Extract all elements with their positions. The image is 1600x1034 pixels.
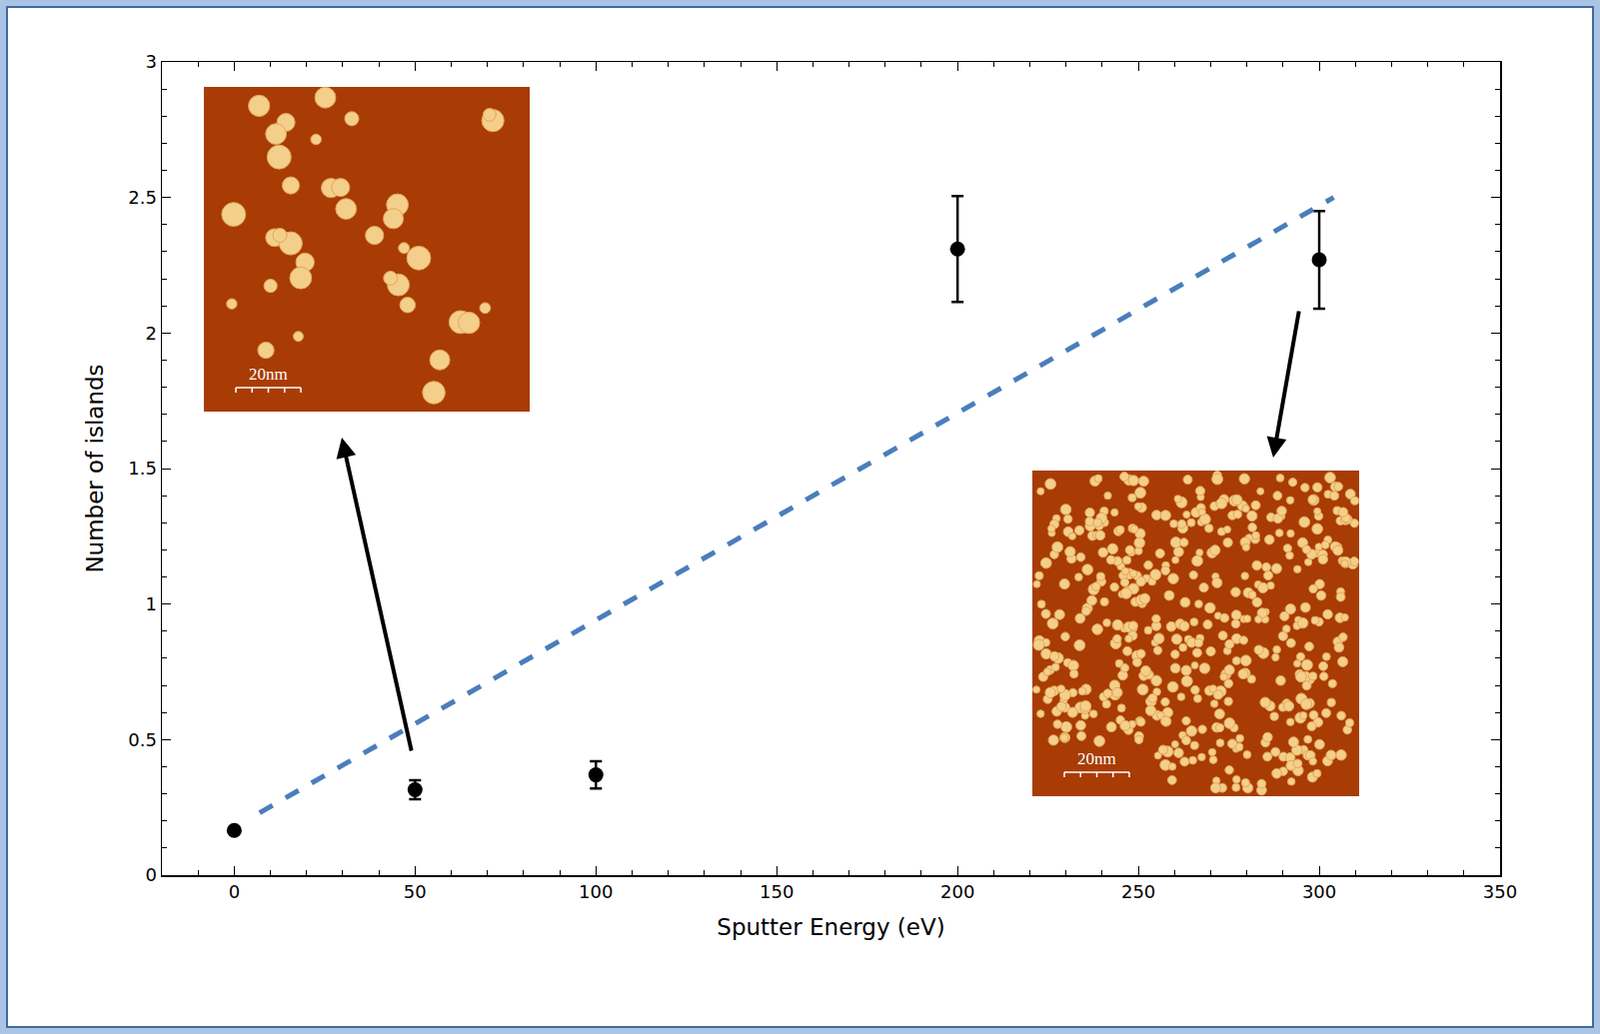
svg-text:2: 2 <box>144 322 156 344</box>
svg-text:1: 1 <box>144 593 156 615</box>
svg-text:20nm: 20nm <box>1077 749 1117 769</box>
svg-text:20nm: 20nm <box>248 364 288 384</box>
svg-text:Number of islands: Number of islands <box>81 363 108 573</box>
svg-text:300: 300 <box>1302 881 1337 903</box>
svg-text:250: 250 <box>1121 881 1156 903</box>
svg-text:0.5: 0.5 <box>127 729 157 751</box>
svg-text:150: 150 <box>759 881 794 903</box>
svg-text:200: 200 <box>940 881 975 903</box>
svg-text:1.5: 1.5 <box>127 457 157 479</box>
svg-text:Sputter Energy (eV): Sputter Energy (eV) <box>716 914 945 941</box>
svg-text:0: 0 <box>144 864 156 886</box>
svg-text:50: 50 <box>403 881 427 903</box>
svg-text:0: 0 <box>228 881 240 903</box>
svg-text:2.5: 2.5 <box>127 186 157 208</box>
svg-text:100: 100 <box>578 881 613 903</box>
svg-text:3: 3 <box>144 50 156 72</box>
svg-text:350: 350 <box>1483 881 1518 903</box>
